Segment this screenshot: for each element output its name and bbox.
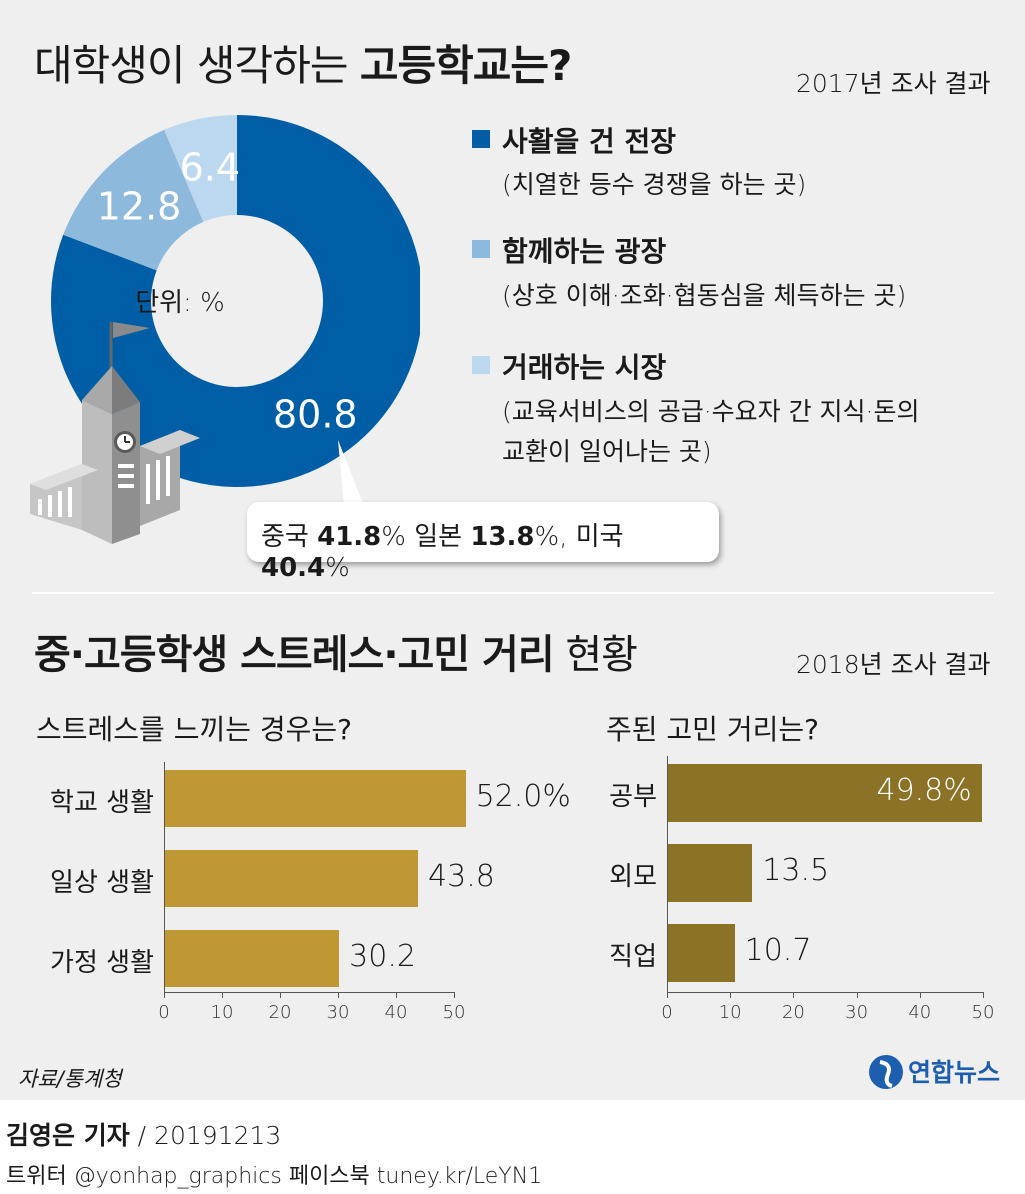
worry-tick-mark [793,992,795,998]
worry-tick-mark [667,992,668,998]
donut-slice-battlefield [51,115,420,487]
legend-desc-plaza: (상호 이해·조화·협동심을 체득하는 곳) [502,281,907,310]
worry-tick-label: 0 [661,1002,673,1023]
worry-bar [667,924,735,982]
legend-swatch-battlefield [472,130,490,148]
stress-y-axis [164,762,165,992]
callout-pointer [338,440,364,506]
legend-desc-market-line2: 교환이 일어나는 곳) [502,437,712,466]
worry-value-label: 10.7 [744,933,812,968]
section1-title: 대학생이 생각하는 고등학교는? [34,41,572,90]
worry-tick-mark [730,992,732,998]
worry-tick-label: 50 [971,1002,995,1023]
worry-category-label: 공부 [609,782,657,812]
stress-bar [164,930,340,987]
legend-desc-market-line1: (교육서비스의 공급·수요자 간 지식·돈의 [502,397,920,426]
stress-bar [164,850,419,907]
stress-value-label: 43.8 [428,858,495,894]
yonhap-brand-text: 연합뉴스 [908,1058,1000,1087]
worry-tick-label: 20 [781,1002,805,1023]
stress-tick-mark [222,992,223,998]
worry-tick-label: 10 [718,1002,742,1023]
worry-bar [667,764,982,822]
donut-chart: 80.8 12.86.4 단위: % [51,115,420,487]
stress-tick-mark [338,992,339,998]
legend-title-plaza: 함께하는 광장 [502,235,667,268]
worry-tick-label: 40 [908,1002,932,1023]
stress-tick-label: 20 [268,1002,292,1023]
stress-category-label: 학교 생활 [50,787,154,818]
yonhap-globe-icon [869,1055,903,1089]
stress-tick-label: 40 [384,1002,408,1023]
worry-x-axis [667,992,983,993]
stress-tick-label: 30 [326,1002,350,1023]
section1-year: 2017년 조사 결과 [796,69,991,98]
donut-slice-market [164,115,237,222]
stress-tick-label: 0 [158,1002,170,1023]
donut-value-label: 80.8 [273,393,358,437]
worry-category-label: 외모 [609,862,657,892]
legend-swatch-plaza [472,240,490,258]
stress-x-axis [164,992,454,993]
stress-tick-label: 50 [442,1002,466,1023]
worry-y-axis [667,756,668,992]
worry-value-label: 13.5 [762,853,830,888]
stress-category-label: 일상 생활 [50,867,154,898]
legend-title-market: 거래하는 시장 [502,351,667,384]
worry-bar [667,844,753,902]
stress-value-label: 30.2 [349,938,416,974]
worry-tick-mark [919,992,921,998]
stress-tick-mark [280,992,281,998]
worry-tick-mark [983,992,984,998]
section-divider [32,592,994,594]
stress-value-label: 52.0% [475,778,571,814]
school-building-illustration [30,322,200,544]
stress-tick-mark [164,992,165,998]
stress-tick-mark [454,992,455,998]
legend-swatch-market [472,356,490,374]
callout-text: 중국 41.8% 일본 13.8%, 미국 40.4% [261,522,624,583]
donut-slice-plaza [63,129,204,271]
worry-tick-mark [856,992,858,998]
left-chart-title: 스트레스를 느끼는 경우는? [36,713,353,746]
worry-value-label: 49.8% [876,773,972,808]
donut-value-label: 12.8 [97,185,182,229]
donut-value-label: 6.4 [180,146,240,190]
worry-category-label: 직업 [609,942,657,972]
stress-bar [164,770,466,827]
right-chart-title: 주된 고민 거리는? [606,713,819,746]
legend-desc-battlefield: (치열한 등수 경쟁을 하는 곳) [502,170,807,199]
section2-title: 중·고등학생 스트레스·고민 거리 현황 [34,632,638,678]
source-label: 자료/통계청 [18,1067,122,1091]
stress-tick-label: 10 [210,1002,234,1023]
unit-label: 단위: % [135,288,225,318]
legend-title-battlefield: 사활을 건 전장 [502,125,677,158]
stress-tick-mark [396,992,397,998]
worry-tick-label: 30 [845,1002,869,1023]
social-line: 트위터 @yonhap_graphics 페이스북 tuney.kr/LeYN1 [6,1164,543,1189]
callout-box: 중국 41.8% 일본 13.8%, 미국 40.4% [247,502,719,583]
reporter-line: 김영은 기자 / 20191213 [6,1121,282,1150]
yonhap-logo: 연합뉴스 [866,1048,1016,1100]
section2-year: 2018년 조사 결과 [796,650,991,679]
stress-category-label: 가정 생활 [50,947,154,978]
